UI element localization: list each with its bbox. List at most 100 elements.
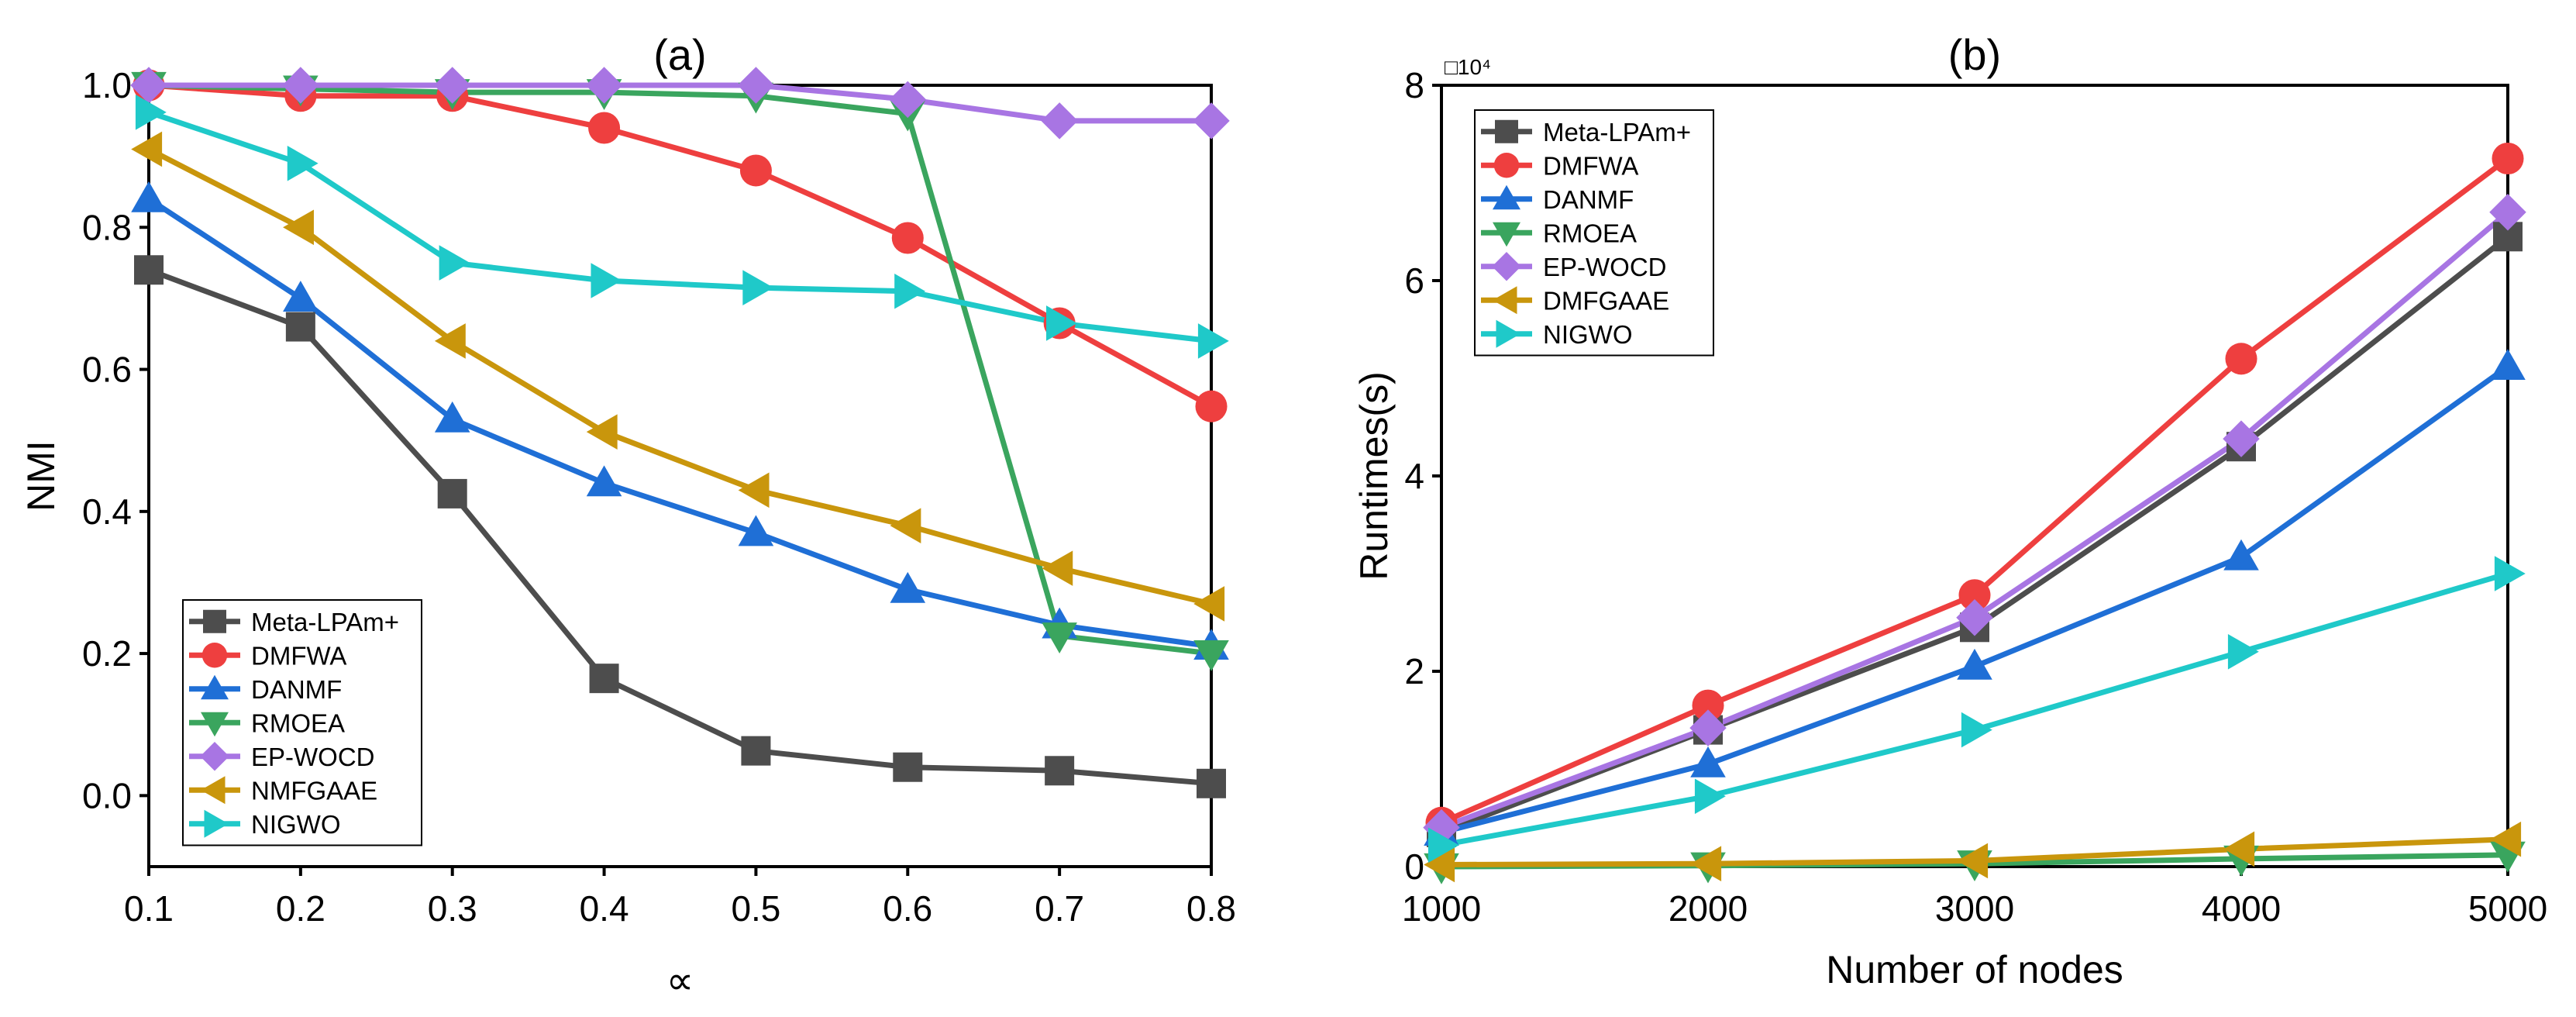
data-point — [586, 414, 618, 450]
data-point — [434, 323, 466, 359]
legend-marker — [201, 674, 229, 700]
series-line — [147, 147, 1212, 607]
legend-marker — [1495, 119, 1518, 143]
x-tick-label: 4000 — [2202, 888, 2281, 929]
legend-label: DMFGAAE — [1543, 286, 1669, 315]
data-point — [585, 67, 623, 104]
x-tick-label: 0.8 — [1186, 888, 1236, 929]
y-tick-label: 4 — [1404, 456, 1424, 496]
legend-label: DANMF — [1543, 185, 1634, 214]
data-point — [739, 154, 772, 187]
data-point — [1956, 598, 1993, 636]
series-line — [147, 267, 1212, 787]
legend-marker — [201, 643, 228, 668]
data-point — [1045, 756, 1075, 786]
x-axis-label: Number of nodes — [1826, 948, 2123, 991]
data-point — [1197, 323, 1229, 359]
x-tick-label: 0.5 — [731, 888, 780, 929]
legend-label: Meta-LPAm+ — [1543, 118, 1691, 147]
legend-marker — [200, 742, 229, 771]
data-point — [2492, 142, 2524, 175]
data-point — [737, 67, 775, 104]
data-point — [2225, 343, 2257, 375]
data-point — [1689, 709, 1727, 746]
data-point — [1424, 846, 1455, 883]
data-point — [1692, 689, 1724, 722]
data-point — [134, 255, 164, 285]
data-point — [135, 95, 167, 130]
legend: Meta-LPAm+ DMFWA DANMF RMOEA EP-WOCD DMFGAAE N… — [1474, 109, 1714, 357]
legend-label: DMFWA — [251, 641, 346, 670]
data-point — [433, 67, 471, 104]
panel-a-chart: 0.1 0.2 0.3 0.4 0.5 0.6 0.7 0.8 0.0 0.2 0.4 0.6 0.8 1… — [19, 30, 1236, 1002]
data-point — [131, 181, 167, 212]
data-point — [283, 209, 314, 246]
data-point — [891, 222, 924, 254]
legend-marker — [201, 776, 226, 805]
x-tick-label: 2000 — [1669, 888, 1748, 929]
x-axis-label: ∝ — [666, 959, 694, 1002]
data-point — [890, 571, 926, 603]
series-line — [148, 82, 1213, 409]
legend-label: RMOEA — [1543, 219, 1637, 247]
y-tick-label: 0.8 — [82, 207, 132, 247]
data-point — [1042, 550, 1073, 586]
data-point — [1195, 390, 1228, 422]
legend-marker — [1493, 153, 1520, 178]
data-point — [893, 752, 923, 782]
data-point — [894, 273, 926, 309]
data-point — [439, 245, 470, 281]
y-tick-label: 0 — [1404, 846, 1424, 887]
data-point — [283, 281, 319, 312]
legend-marker — [203, 609, 226, 633]
data-point — [742, 270, 774, 305]
legend-label: DANMF — [251, 675, 342, 704]
data-point — [285, 312, 315, 342]
x-tick-label: 0.4 — [580, 888, 629, 929]
data-point — [589, 664, 619, 694]
x-tick-label: 0.1 — [124, 888, 174, 929]
data-point — [2494, 556, 2526, 591]
data-point — [282, 67, 319, 104]
y-tick-label: 0.0 — [82, 775, 132, 815]
data-point — [1690, 746, 1726, 777]
series-line — [148, 82, 1212, 657]
data-point — [1046, 305, 1077, 341]
series-line — [147, 109, 1212, 344]
legend-label: EP-WOCD — [1543, 253, 1667, 281]
data-point — [2227, 634, 2259, 670]
legend-marker — [1492, 252, 1521, 281]
y-tick-label: 6 — [1404, 260, 1424, 301]
chart-title: (b) — [1948, 30, 2001, 79]
legend-marker — [1493, 286, 1517, 315]
data-point — [1694, 778, 1726, 815]
legend-label: Meta-LPAm+ — [251, 608, 399, 636]
x-tick-label: 5000 — [2468, 888, 2547, 929]
data-point — [1197, 768, 1226, 798]
x-tick-label: 0.2 — [276, 888, 325, 929]
data-point — [591, 263, 622, 298]
x-tick-label: 3000 — [1935, 888, 2014, 929]
legend-label: NMFGAAE — [251, 776, 377, 805]
y-tick-label: 0.4 — [82, 491, 132, 532]
data-point — [2223, 831, 2255, 867]
series-line — [147, 196, 1212, 650]
legend-marker — [201, 712, 229, 737]
data-point — [2490, 821, 2522, 857]
legend-marker — [1496, 319, 1520, 348]
x-tick-label: 1000 — [1402, 888, 1481, 929]
y-axis-label: Runtimes(s) — [1352, 371, 1396, 580]
legend-label: RMOEA — [251, 708, 345, 737]
legend-label: NIGWO — [1543, 320, 1632, 349]
data-point — [1193, 640, 1229, 671]
y-tick-label: 8 — [1404, 65, 1424, 105]
legend: Meta-LPAm+ DMFWA DANMF RMOEA EP-WOCD NMFGAAE N… — [182, 599, 422, 846]
data-point — [1193, 586, 1225, 622]
data-point — [588, 112, 621, 144]
data-point — [2490, 349, 2526, 380]
data-point — [130, 67, 167, 104]
data-point — [131, 131, 163, 167]
data-point — [287, 146, 319, 181]
y-tick-label: 0.6 — [82, 350, 132, 390]
